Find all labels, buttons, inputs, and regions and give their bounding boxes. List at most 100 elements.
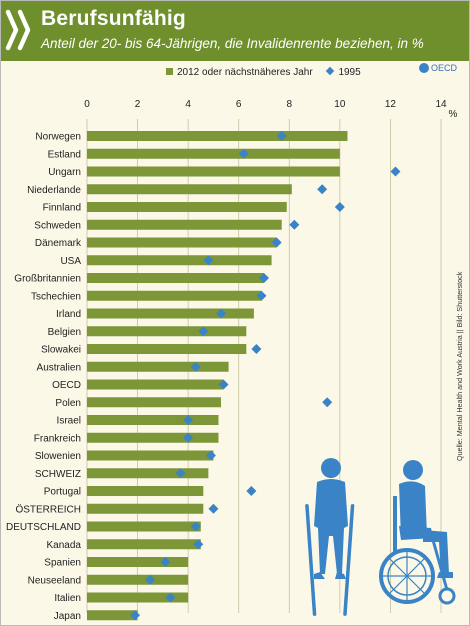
category-label: Portugal: [44, 487, 81, 498]
bar-2012: [87, 326, 247, 337]
bar-2012: [87, 202, 287, 212]
marker-1995: [322, 397, 333, 408]
marker-1995: [289, 219, 300, 230]
bar-2012: [87, 184, 292, 195]
marker-1995: [183, 432, 194, 443]
marker-1995: [276, 131, 287, 141]
category-label: Israel: [57, 416, 81, 427]
legend-label-1995: 1995: [338, 67, 361, 78]
bar-2012: [87, 273, 264, 283]
marker-1995: [256, 290, 267, 301]
marker-1995: [334, 202, 345, 212]
marker-1995: [198, 326, 209, 337]
marker-1995: [160, 557, 171, 567]
bar-2012: [87, 148, 340, 159]
marker-1995: [259, 273, 269, 283]
markers-1995: [130, 131, 401, 621]
bar-2012: [87, 397, 222, 408]
chart-subtitle: Anteil der 20- bis 64-Jährigen, die Inva…: [41, 36, 424, 51]
bar-2012: [87, 308, 254, 319]
category-labels: Norwegen Estland Ungarn Niederlande Finnland…: [6, 132, 82, 622]
bar-2012: [87, 486, 204, 496]
legend-item-markers: 1995: [326, 66, 361, 78]
bar-2012: [87, 379, 224, 390]
marker-1995: [271, 237, 282, 248]
category-label: Slowakei: [41, 345, 81, 356]
category-label: Tschechien: [31, 291, 81, 302]
x-tick-label: 14: [435, 99, 447, 110]
bar-2012: [87, 432, 219, 443]
category-label: Finnland: [43, 203, 81, 214]
category-label: Kanada: [47, 540, 82, 551]
marker-1995: [175, 468, 186, 479]
category-label: Slowenien: [35, 451, 81, 462]
marker-1995: [193, 539, 204, 550]
globe-icon: [419, 63, 429, 73]
x-tick-label: 4: [185, 99, 191, 110]
bars-2012: [87, 131, 348, 621]
x-axis-unit: %: [449, 109, 458, 120]
category-label: Ungarn: [48, 167, 81, 178]
bar-2012: [87, 450, 214, 461]
marker-1995: [216, 308, 227, 319]
marker-1995: [317, 184, 328, 195]
category-label: SCHWEIZ: [35, 469, 81, 480]
category-label: Polen: [55, 398, 81, 409]
bar-2012: [87, 361, 229, 372]
marker-1995: [390, 166, 401, 177]
marker-1995: [218, 379, 229, 390]
category-label: Australien: [37, 362, 81, 373]
source-note: Quelle: Mental Health and Work Austria |…: [455, 271, 464, 461]
category-label: OECD: [52, 380, 81, 391]
x-tick-label: 6: [236, 99, 242, 110]
x-tick-label: 8: [287, 99, 293, 110]
category-label: Frankreich: [34, 433, 81, 444]
category-label: Spanien: [44, 558, 81, 569]
marker-1995: [251, 344, 262, 354]
marker-1995: [246, 486, 257, 496]
x-tick-label: 0: [84, 99, 90, 110]
category-label: Großbritannien: [14, 274, 81, 285]
legend-swatch-bar: [166, 68, 173, 75]
marker-1995: [183, 415, 194, 425]
marker-1995: [238, 148, 249, 159]
person-with-crutches-and-wheelchair-user-icon: [301, 456, 461, 625]
marker-1995: [165, 592, 176, 603]
bar-2012: [87, 592, 189, 603]
category-label: Estland: [48, 149, 81, 160]
category-label: Irland: [56, 309, 81, 320]
oecd-logo-text: OECD: [431, 63, 458, 73]
bar-2012: [87, 237, 277, 248]
marker-1995: [190, 361, 201, 372]
legend-label-2012: 2012 oder nächstnäheres Jahr: [177, 67, 313, 78]
header-banner: Berufsunfähig Anteil der 20- bis 64-Jähr…: [1, 1, 469, 61]
bar-2012: [87, 574, 189, 585]
legend-item-bars: 2012 oder nächstnäheres Jahr: [166, 67, 313, 78]
category-label: Norwegen: [35, 132, 81, 143]
bar-2012: [87, 610, 138, 621]
bar-2012: [87, 166, 340, 177]
bar-2012: [87, 255, 272, 266]
marker-1995: [130, 610, 141, 621]
double-chevron-icon: [5, 6, 35, 54]
bar-2012: [87, 131, 348, 141]
category-label: Japan: [54, 611, 81, 622]
category-label: Dänemark: [35, 238, 82, 249]
bar-2012: [87, 344, 247, 354]
bar-2012: [87, 415, 219, 425]
oecd-logo: OECD: [419, 63, 457, 73]
category-label: Neuseeland: [28, 575, 81, 586]
bar-2012: [87, 539, 201, 550]
category-label: Italien: [54, 593, 81, 604]
x-axis-ticks: 0 2 4 6 8 10 12 14: [84, 99, 447, 110]
x-tick-label: 10: [334, 99, 346, 110]
marker-1995: [205, 450, 216, 461]
category-label: Niederlande: [27, 185, 81, 196]
x-tick-label: 12: [385, 99, 397, 110]
bar-2012: [87, 219, 282, 230]
chart-legend: 2012 oder nächstnäheres Jahr 1995: [166, 66, 373, 78]
chart-title: Berufsunfähig: [41, 7, 186, 30]
category-label: Schweden: [34, 220, 81, 231]
